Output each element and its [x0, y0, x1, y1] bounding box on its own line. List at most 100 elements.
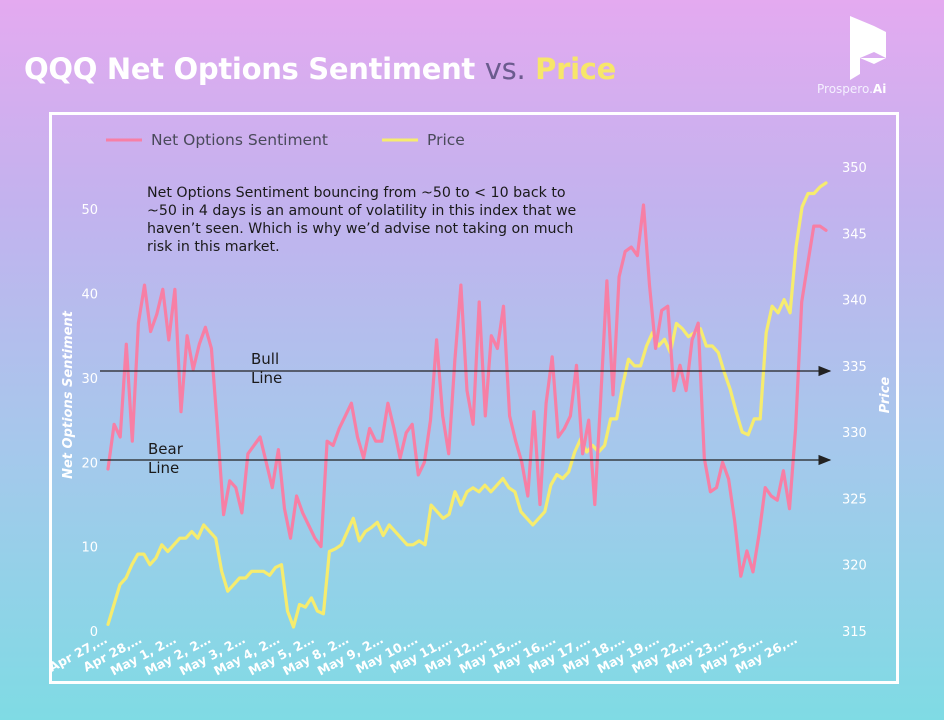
- price-point-56: [441, 517, 445, 520]
- chart-frame: [49, 112, 899, 684]
- price-point-18: [214, 537, 217, 540]
- sentiment-point-81: [599, 393, 603, 396]
- price-point-80: [585, 450, 588, 454]
- price-point-0: [106, 623, 110, 626]
- price-point-65: [495, 484, 499, 487]
- y-axis-right: 315 320 325 330 335 340 345 350: [842, 161, 867, 640]
- price-point-5: [136, 552, 140, 556]
- price-series: [106, 181, 828, 629]
- sentiment-point-38: [338, 427, 341, 430]
- price-point-74: [549, 484, 552, 487]
- sentiment-point-78: [581, 452, 584, 455]
- sentiment-point-6: [143, 283, 146, 287]
- price-point-8: [154, 556, 158, 560]
- logo-text: Prospero.Ai: [817, 82, 887, 96]
- legend-label-price: Price: [427, 131, 465, 149]
- sentiment-point-91: [660, 309, 663, 312]
- sentiment-point-57: [453, 359, 456, 363]
- sentiment-point-8: [155, 313, 158, 316]
- price-point-12: [178, 537, 181, 540]
- sentiment-point-44: [374, 440, 377, 443]
- sentiment-point-26: [265, 461, 268, 464]
- price-point-69: [519, 510, 523, 513]
- chart-legend: Net Options Sentiment Price: [106, 131, 465, 149]
- price-point-35: [316, 609, 319, 613]
- price-point-63: [483, 484, 487, 487]
- sentiment-point-24: [252, 444, 256, 447]
- price-point-6: [142, 552, 146, 556]
- y-tick-left-3: 30: [81, 372, 98, 387]
- sentiment-point-105: [745, 549, 749, 553]
- sentiment-point-86: [630, 245, 633, 249]
- sentiment-point-29: [283, 507, 286, 510]
- price-point-25: [256, 570, 259, 573]
- price-point-23: [244, 576, 247, 580]
- price-point-39: [340, 543, 343, 546]
- price-point-114: [788, 311, 792, 314]
- price-point-103: [723, 371, 726, 374]
- sentiment-point-18: [216, 427, 219, 430]
- price-point-19: [220, 570, 223, 573]
- price-point-17: [208, 530, 211, 533]
- sentiment-point-90: [654, 347, 657, 350]
- sentiment-point-27: [271, 486, 274, 489]
- y-tick-right-0: 315: [842, 625, 867, 640]
- sentiment-point-63: [490, 334, 493, 337]
- sentiment-point-70: [532, 410, 536, 413]
- price-point-95: [675, 322, 678, 325]
- sentiment-point-41: [356, 435, 359, 439]
- price-point-4: [130, 563, 134, 566]
- price-point-36: [322, 612, 325, 615]
- price-point-10: [166, 550, 169, 553]
- sentiment-point-48: [398, 456, 402, 460]
- sentiment-point-89: [648, 283, 651, 287]
- sentiment-point-71: [538, 503, 542, 506]
- price-point-50: [406, 543, 409, 546]
- price-point-70: [525, 517, 528, 520]
- price-point-13: [184, 537, 187, 540]
- price-point-84: [609, 417, 612, 421]
- bull-line-label-1: Bull: [251, 350, 280, 368]
- sentiment-point-59: [465, 389, 469, 392]
- y-axis-right-label: Price: [878, 377, 893, 414]
- price-point-88: [633, 364, 636, 368]
- sentiment-point-53: [429, 418, 432, 422]
- sentiment-point-62: [484, 414, 487, 418]
- sentiment-point-73: [551, 355, 554, 358]
- price-point-105: [735, 411, 738, 414]
- y-axis-left: 0 10 20 30 40 50: [81, 203, 98, 640]
- prospero-logo-icon: [850, 16, 886, 80]
- sentiment-point-19: [222, 513, 225, 516]
- price-point-31: [292, 625, 295, 629]
- price-point-61: [471, 486, 475, 489]
- price-point-78: [573, 450, 576, 454]
- title-sentiment: QQQ Net Options Sentiment: [24, 52, 485, 86]
- price-point-72: [537, 517, 540, 520]
- price-point-113: [782, 298, 786, 301]
- sentiment-point-16: [204, 326, 207, 329]
- sentiment-point-99: [709, 490, 712, 493]
- sentiment-point-101: [721, 461, 724, 464]
- y-tick-left-2: 20: [81, 456, 98, 471]
- sentiment-point-116: [812, 224, 815, 228]
- sentiment-point-5: [137, 321, 140, 325]
- bear-line-label: Bear Line: [148, 440, 183, 478]
- price-point-101: [711, 344, 714, 348]
- sentiment-point-103: [733, 520, 736, 523]
- price-point-37: [328, 550, 331, 553]
- sentiment-point-15: [198, 343, 201, 346]
- sentiment-point-60: [471, 423, 475, 426]
- y-tick-right-3: 330: [842, 426, 867, 441]
- sentiment-point-46: [386, 402, 390, 405]
- sentiment-point-118: [824, 229, 828, 232]
- sentiment-point-13: [185, 334, 189, 337]
- sentiment-point-113: [794, 427, 797, 430]
- price-point-26: [262, 570, 265, 573]
- sentiment-point-98: [703, 456, 706, 460]
- sentiment-point-110: [776, 499, 779, 502]
- price-point-77: [567, 470, 570, 474]
- price-point-34: [310, 596, 313, 600]
- sentiment-point-96: [690, 338, 694, 342]
- sentiment-point-102: [727, 477, 730, 481]
